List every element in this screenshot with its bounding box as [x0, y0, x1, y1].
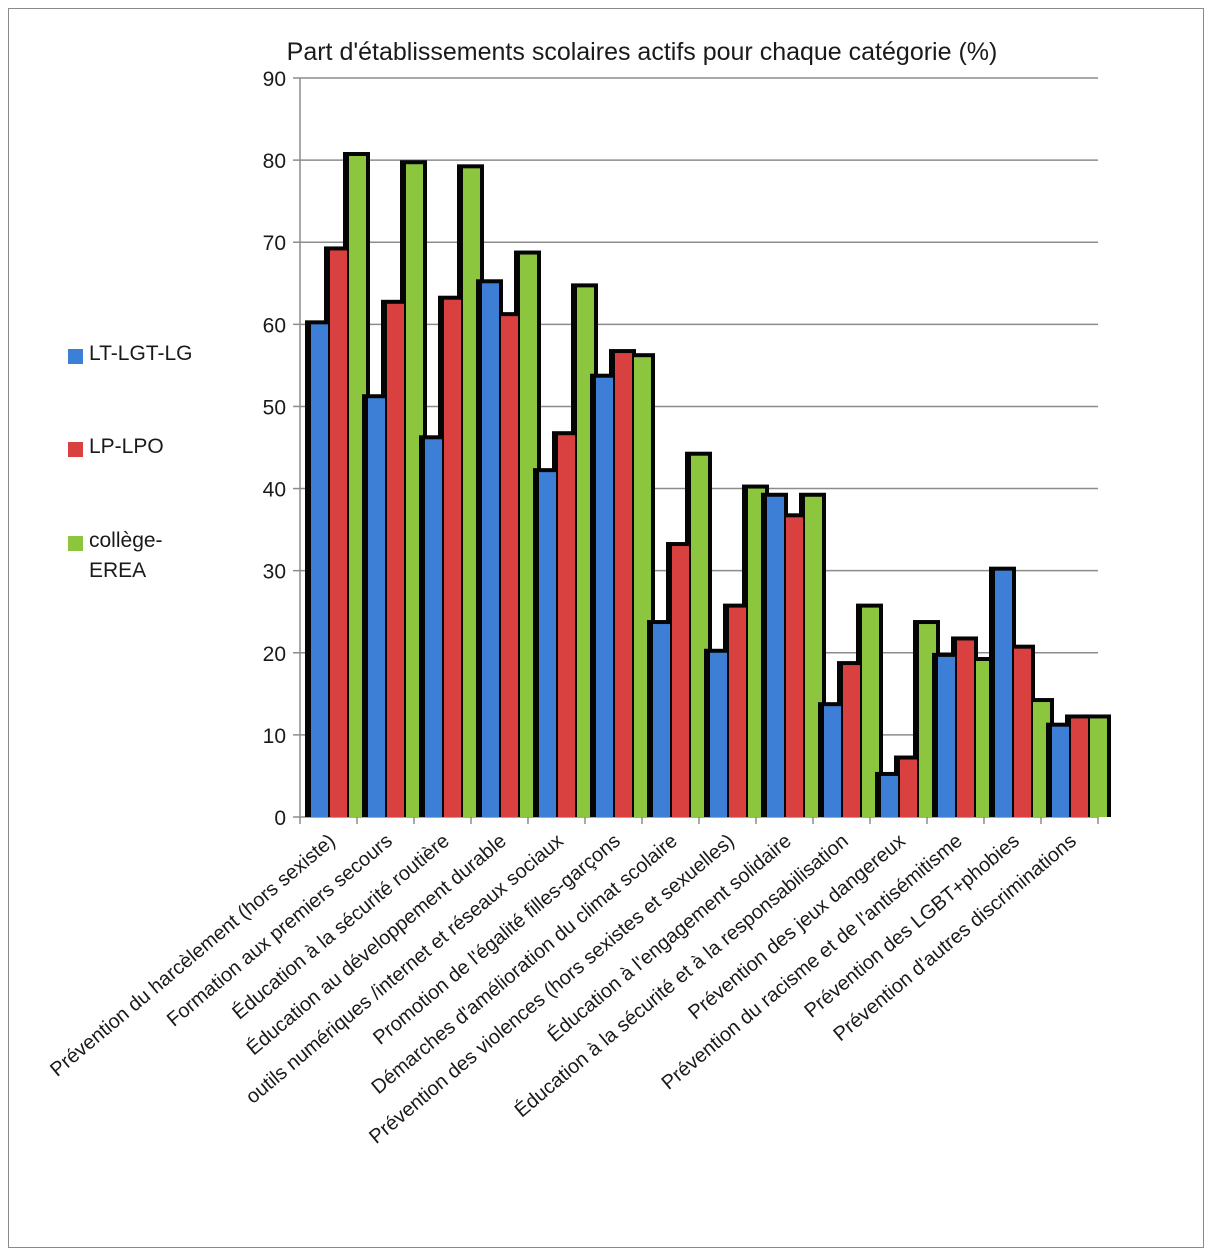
bar — [729, 607, 746, 817]
bar — [881, 775, 898, 817]
bar — [482, 283, 499, 817]
bar — [577, 287, 594, 818]
y-tick-label: 80 — [263, 150, 286, 173]
chart-frame — [8, 8, 1204, 1248]
bar — [368, 398, 385, 817]
y-tick-label: 40 — [263, 479, 286, 502]
bar — [691, 455, 708, 817]
y-tick-label: 20 — [263, 643, 286, 666]
legend-swatch-lp — [68, 442, 83, 457]
bar — [1090, 718, 1107, 817]
bar — [311, 324, 328, 817]
bar — [710, 652, 727, 817]
bar — [938, 656, 955, 817]
legend-swatch-lt — [68, 349, 83, 364]
y-tick-label: 90 — [263, 68, 286, 91]
y-tick-label: 10 — [263, 725, 286, 748]
x-tick-labels: Prévention du harcèlement (hors sexiste)… — [46, 829, 1080, 1148]
y-tick-label: 30 — [263, 561, 286, 584]
legend-label-lp: LP-LPO — [89, 435, 164, 458]
y-tick-label: 60 — [263, 314, 286, 337]
bar — [387, 303, 404, 817]
bar — [805, 496, 822, 817]
bars — [305, 152, 1111, 818]
bar — [976, 660, 993, 817]
bar — [463, 168, 480, 818]
bar — [862, 607, 879, 817]
bar — [596, 377, 613, 817]
bar — [653, 624, 670, 817]
bar — [748, 488, 765, 817]
bar — [995, 570, 1012, 817]
y-tick-label: 0 — [274, 807, 286, 830]
bar — [824, 706, 841, 817]
bar — [672, 546, 689, 817]
bar — [558, 435, 575, 817]
bar — [406, 164, 423, 817]
axes: 0 10 20 30 40 50 60 70 80 90 — [263, 68, 1099, 830]
bar — [786, 517, 803, 817]
chart-title: Part d'établissements scolaires actifs p… — [287, 38, 998, 66]
bar — [444, 299, 461, 817]
bar — [767, 496, 784, 817]
bar — [634, 357, 651, 817]
bar — [615, 353, 632, 817]
bar — [1014, 648, 1031, 817]
bar — [919, 624, 936, 817]
bar — [1071, 718, 1088, 817]
bar — [1033, 702, 1050, 817]
y-tick-label: 70 — [263, 232, 286, 255]
bar — [425, 439, 442, 817]
bar — [1052, 726, 1069, 817]
bar — [843, 665, 860, 817]
bar — [330, 250, 347, 817]
bar — [539, 472, 556, 817]
bar — [501, 316, 518, 817]
legend-label-lt: LT-LGT-LG — [89, 342, 193, 365]
bar — [957, 640, 974, 817]
legend-label-college: collège- EREA — [89, 529, 163, 582]
bar — [520, 254, 537, 818]
bar — [349, 156, 366, 817]
bar — [900, 759, 917, 817]
legend-swatch-college — [68, 536, 83, 551]
y-tick-label: 50 — [263, 396, 286, 419]
